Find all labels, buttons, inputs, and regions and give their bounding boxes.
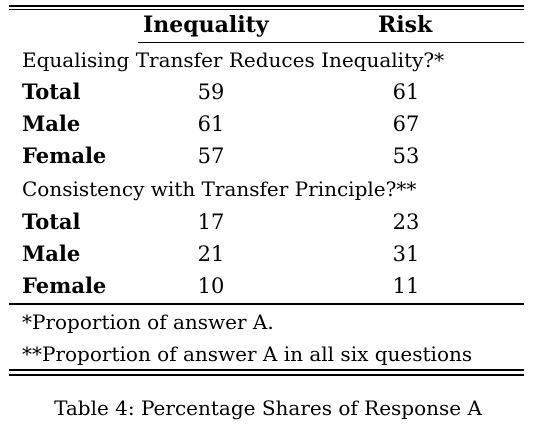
cell-risk: 11: [392, 274, 420, 298]
header-inequality: Inequality: [143, 12, 269, 38]
cell-risk: 53: [392, 144, 420, 168]
row-label: Female: [22, 273, 107, 298]
bottom-rule: [9, 369, 524, 371]
row-label: Male: [22, 111, 81, 136]
header-risk: Risk: [378, 12, 433, 38]
row-label: Male: [22, 241, 81, 266]
footnote: *Proportion of answer A.: [22, 310, 274, 334]
row-label: Total: [22, 79, 81, 104]
row-label: Female: [22, 143, 107, 168]
cell-inequality: 57: [197, 144, 225, 168]
cell-risk: 31: [392, 242, 420, 266]
body-rule: [9, 303, 524, 305]
cell-inequality: 59: [197, 80, 225, 104]
bottom-rule-inner: [9, 374, 524, 376]
table-caption: Table 4: Percentage Shares of Response A: [54, 396, 482, 420]
cell-inequality: 21: [197, 242, 225, 266]
cell-risk: 61: [392, 80, 420, 104]
footnote: **Proportion of answer A in all six ques…: [22, 342, 473, 366]
top-rule-inner: [9, 9, 524, 10]
section-title: Consistency with Transfer Principle?**: [22, 177, 417, 201]
cell-risk: 67: [392, 112, 420, 136]
cell-inequality: 10: [197, 274, 225, 298]
row-label: Total: [22, 209, 81, 234]
cell-risk: 23: [392, 210, 420, 234]
section-title: Equalising Transfer Reduces Inequality?*: [22, 48, 445, 72]
cell-inequality: 61: [197, 112, 225, 136]
cell-inequality: 17: [197, 210, 225, 234]
top-rule: [9, 5, 524, 7]
header-rule: [138, 42, 524, 43]
